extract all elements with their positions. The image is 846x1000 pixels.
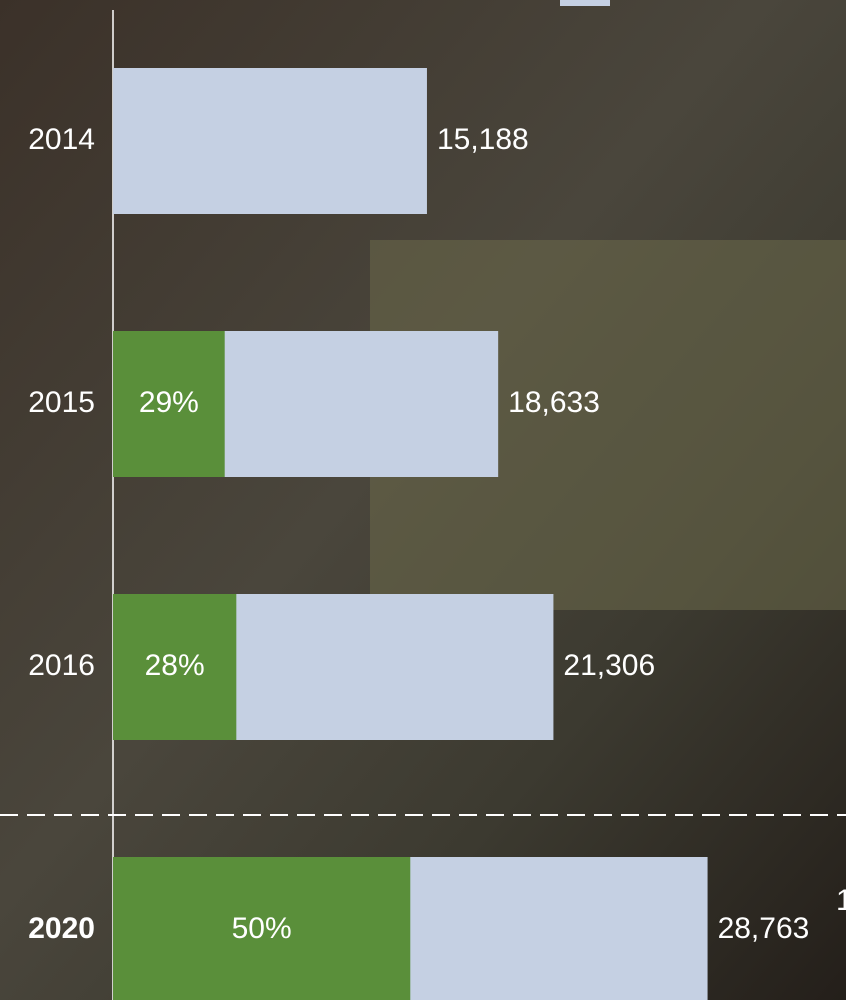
share-label: 50% <box>232 912 292 945</box>
footnote-marker: 1 <box>836 884 846 917</box>
value-label: 15,188 <box>437 123 529 156</box>
y-tick-label: 2020 <box>28 912 95 945</box>
total-bar <box>113 68 427 214</box>
y-tick-label: 2016 <box>28 649 95 682</box>
value-label: 18,633 <box>508 386 600 419</box>
share-bar <box>113 594 237 740</box>
share-label: 28% <box>145 649 205 682</box>
legend-swatch <box>560 0 610 6</box>
y-tick-label: 2015 <box>28 386 95 419</box>
value-label: 21,306 <box>563 649 655 682</box>
value-label: 28,763 <box>718 912 810 945</box>
share-bar <box>113 857 411 1000</box>
share-bar <box>113 331 225 477</box>
y-tick-label: 2014 <box>28 123 95 156</box>
share-label: 29% <box>139 386 199 419</box>
